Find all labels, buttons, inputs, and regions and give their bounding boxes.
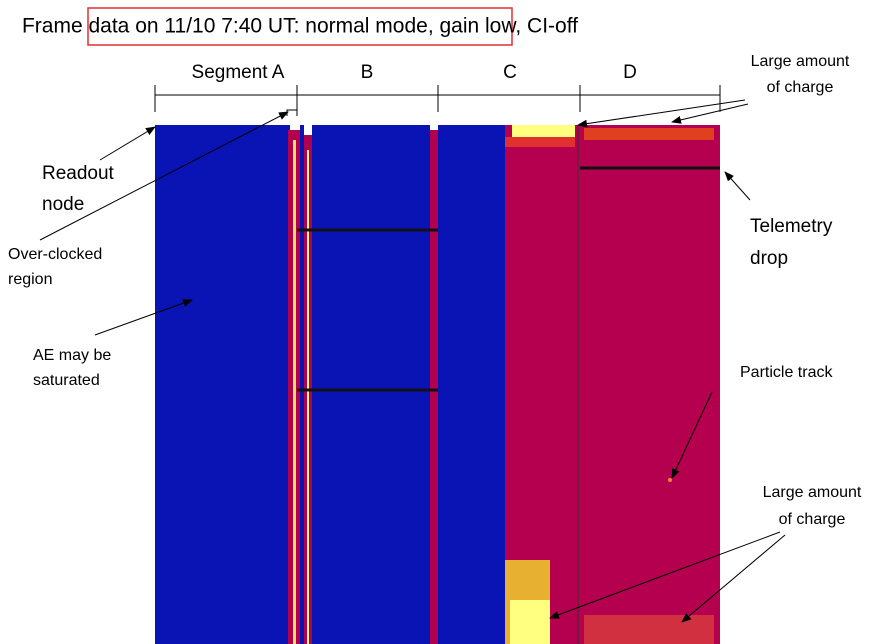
- annotation: drop: [750, 248, 788, 269]
- frame-image: [155, 125, 720, 644]
- annotation: region: [8, 271, 52, 288]
- title-box: [87, 7, 513, 46]
- segment-bracket: [154, 85, 721, 116]
- annotation: AE may be: [33, 347, 111, 364]
- annotation: node: [42, 194, 84, 215]
- annotation: Readout: [42, 163, 115, 184]
- segment-label: C: [503, 62, 517, 83]
- annotation: Large amount: [751, 53, 850, 70]
- annotation: of charge: [779, 511, 846, 528]
- segment-label: Segment A: [192, 62, 285, 83]
- annotation: Telemetry: [750, 216, 833, 237]
- segment-label: B: [361, 62, 374, 83]
- annotation: Large amount: [763, 484, 862, 501]
- arrows: [39, 99, 786, 623]
- annotation: saturated: [33, 372, 100, 389]
- annotation: of charge: [767, 79, 834, 96]
- annotation: Over-clocked: [8, 246, 102, 263]
- title: Frame data on 11/10 7:40 UT: normal mode…: [22, 15, 578, 38]
- annotation: Particle track: [740, 364, 833, 381]
- segment-label: D: [623, 62, 637, 83]
